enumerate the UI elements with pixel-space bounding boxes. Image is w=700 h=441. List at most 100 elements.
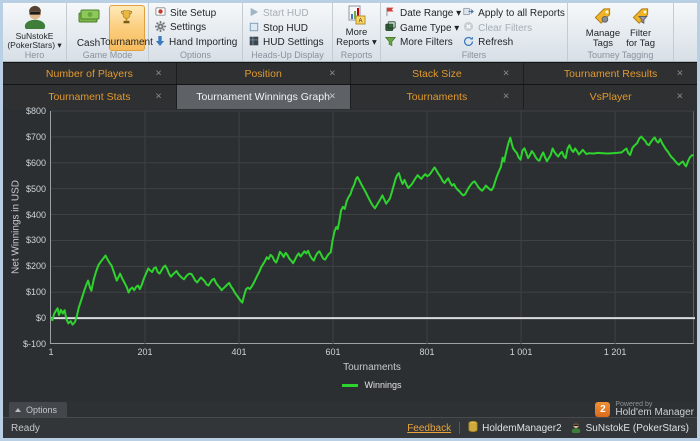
hud-group: Start HUD Stop HUD HUD Settings Heads-Up…: [243, 3, 333, 61]
reports-group[interactable]: A More Reports ▾ Reports: [333, 3, 381, 61]
y-tick-label: $100: [25, 287, 46, 298]
options-group: Site Setup Settings Hand Importing Optio…: [149, 3, 243, 61]
logged-in-user-item: SuNstokE (PokerStars): [570, 421, 689, 436]
refresh-label: Refresh: [478, 37, 514, 49]
tab-stack-size[interactable]: Stack Size ×: [350, 63, 524, 84]
game-mode-group-label: Game Mode: [82, 50, 133, 60]
apply-to-all-reports-label: Apply to all Reports: [478, 7, 565, 19]
winnings-legend-swatch: [342, 383, 359, 387]
y-tick-label: $0: [35, 313, 46, 324]
user-avatar-icon: [570, 421, 582, 436]
reports-group-label: Reports: [340, 50, 373, 60]
site-setup-label: Site Setup: [170, 7, 217, 19]
winnings-legend-label: Winnings: [364, 380, 402, 390]
tab-tournaments[interactable]: Tournaments ×: [350, 85, 524, 109]
x-tick-label: 1 201: [603, 347, 627, 357]
tab-tournament-stats[interactable]: Tournament Stats ×: [3, 85, 176, 109]
feedback-link[interactable]: Feedback: [407, 422, 452, 434]
site-setup-button[interactable]: Site Setup: [155, 6, 238, 21]
more-filters-label: More Filters: [400, 37, 453, 49]
tab-label: Position: [244, 67, 282, 80]
hm2-logo-icon: 2: [595, 401, 611, 417]
tab-vsplayer[interactable]: VsPlayer ×: [524, 85, 697, 109]
tab-close-icon[interactable]: ×: [155, 67, 162, 79]
series-winnings: [50, 135, 694, 326]
tab-close-icon[interactable]: ×: [329, 90, 336, 103]
winnings-line-chart: [50, 110, 695, 344]
powered-by-brand: 2 Powered by Hold'em Manager: [595, 401, 694, 417]
tag-gear-icon: [593, 7, 613, 29]
options-label: Options: [26, 404, 58, 415]
settings-label: Settings: [170, 22, 207, 34]
x-tick-label: 201: [137, 347, 153, 357]
stop-hud-button[interactable]: Stop HUD: [249, 21, 328, 36]
tab-label: Tournament Results: [563, 67, 658, 80]
clear-filters-label: Clear Filters: [478, 22, 533, 34]
apply-to-all-reports-button[interactable]: Apply to all Reports: [463, 6, 565, 21]
tab-position[interactable]: Position ×: [176, 63, 350, 84]
date-range-icon: [385, 6, 396, 20]
funnel-icon: [384, 36, 397, 50]
stop-hud-label: Stop HUD: [263, 22, 309, 34]
hero-name: SuNstokE: [15, 31, 54, 41]
y-tick-label: $400: [25, 209, 46, 220]
filter-for-tag-button[interactable]: Filter for Tag: [626, 5, 655, 50]
more-filters-button[interactable]: More Filters: [384, 35, 461, 50]
hud-settings-icon: [249, 36, 259, 49]
options-toggle[interactable]: Options: [9, 402, 68, 417]
options-bar: Options 2 Powered by Hold'em Manager: [3, 401, 697, 417]
report-tab-row-2: Tournament Stats × Tournament Winnings Gra…: [3, 84, 697, 109]
x-axis-title: Tournaments: [343, 362, 401, 373]
y-tick-label: $800: [25, 106, 46, 116]
hero-site-dropdown[interactable]: (PokerStars) ▾: [7, 40, 62, 50]
tab-close-icon[interactable]: ×: [502, 90, 510, 103]
cash-label: Cash: [76, 38, 101, 49]
refresh-button[interactable]: Refresh: [463, 35, 565, 50]
game-type-button[interactable]: Game Type ▾: [385, 21, 461, 36]
tab-close-icon[interactable]: ×: [155, 90, 162, 103]
filter-for-tag-label-line2: for Tag: [626, 38, 655, 49]
date-range-button[interactable]: Date Range ▾: [385, 6, 461, 21]
tab-close-icon[interactable]: ×: [329, 67, 336, 79]
hud-settings-button[interactable]: HUD Settings: [249, 35, 328, 50]
hud-settings-label: HUD Settings: [263, 37, 324, 49]
powered-by-line1: Powered by: [615, 400, 653, 408]
manage-tags-label-line2: Tags: [592, 38, 613, 49]
start-hud-label: Start HUD: [263, 7, 309, 19]
cash-button[interactable]: Cash: [71, 5, 107, 51]
hand-importing-button[interactable]: Hand Importing: [155, 35, 238, 50]
app-name-label: HoldemManager2: [482, 422, 562, 434]
filters-group: Date Range ▾ Game Type ▾ More Filters: [381, 3, 568, 61]
filters-group-label: Filters: [461, 50, 487, 60]
chart-legend: Winnings: [50, 380, 694, 390]
tab-label: Number of Players: [45, 67, 133, 80]
tourney-tagging-group: Manage Tags Filter for Tag Tourney Taggi…: [568, 3, 674, 61]
tournament-button[interactable]: Tournament: [100, 5, 153, 51]
hud-group-label: Heads-Up Display: [251, 50, 324, 60]
x-tick-label: 401: [231, 347, 247, 357]
hand-importing-label: Hand Importing: [169, 37, 238, 48]
apply-icon: [463, 6, 475, 20]
manage-tags-button[interactable]: Manage Tags: [586, 5, 620, 50]
tab-close-icon[interactable]: ×: [676, 90, 683, 103]
tab-label: Tournament Stats: [48, 91, 131, 103]
status-ready-text: Ready: [11, 422, 40, 434]
svg-text:A: A: [358, 19, 362, 25]
cash-icon: [78, 8, 100, 27]
tab-tournament-results[interactable]: Tournament Results ×: [524, 63, 697, 84]
tab-close-icon[interactable]: ×: [676, 67, 683, 79]
hero-group-label: Hero: [24, 50, 45, 60]
plot-area: $800 $700 $600 $500 $400 $300 $200 $100 $0 $-100 1…: [23, 106, 695, 357]
tab-close-icon[interactable]: ×: [502, 67, 510, 79]
settings-button[interactable]: Settings: [155, 20, 238, 36]
app-name-item: HoldemManager2: [468, 420, 562, 436]
tab-number-of-players[interactable]: Number of Players ×: [3, 63, 176, 84]
refresh-icon: [463, 36, 474, 50]
y-axis-title: Net Winnings in USD: [10, 180, 22, 274]
download-arrow-icon: [155, 35, 165, 50]
tab-tournament-winnings-graph[interactable]: Tournament Winnings Graph ×: [176, 85, 350, 109]
tab-label: Tournament Winnings Graph: [196, 91, 330, 103]
hero-group[interactable]: SuNstokE (PokerStars) ▾ Hero: [3, 3, 67, 61]
clear-filters-button: Clear Filters: [463, 21, 565, 36]
